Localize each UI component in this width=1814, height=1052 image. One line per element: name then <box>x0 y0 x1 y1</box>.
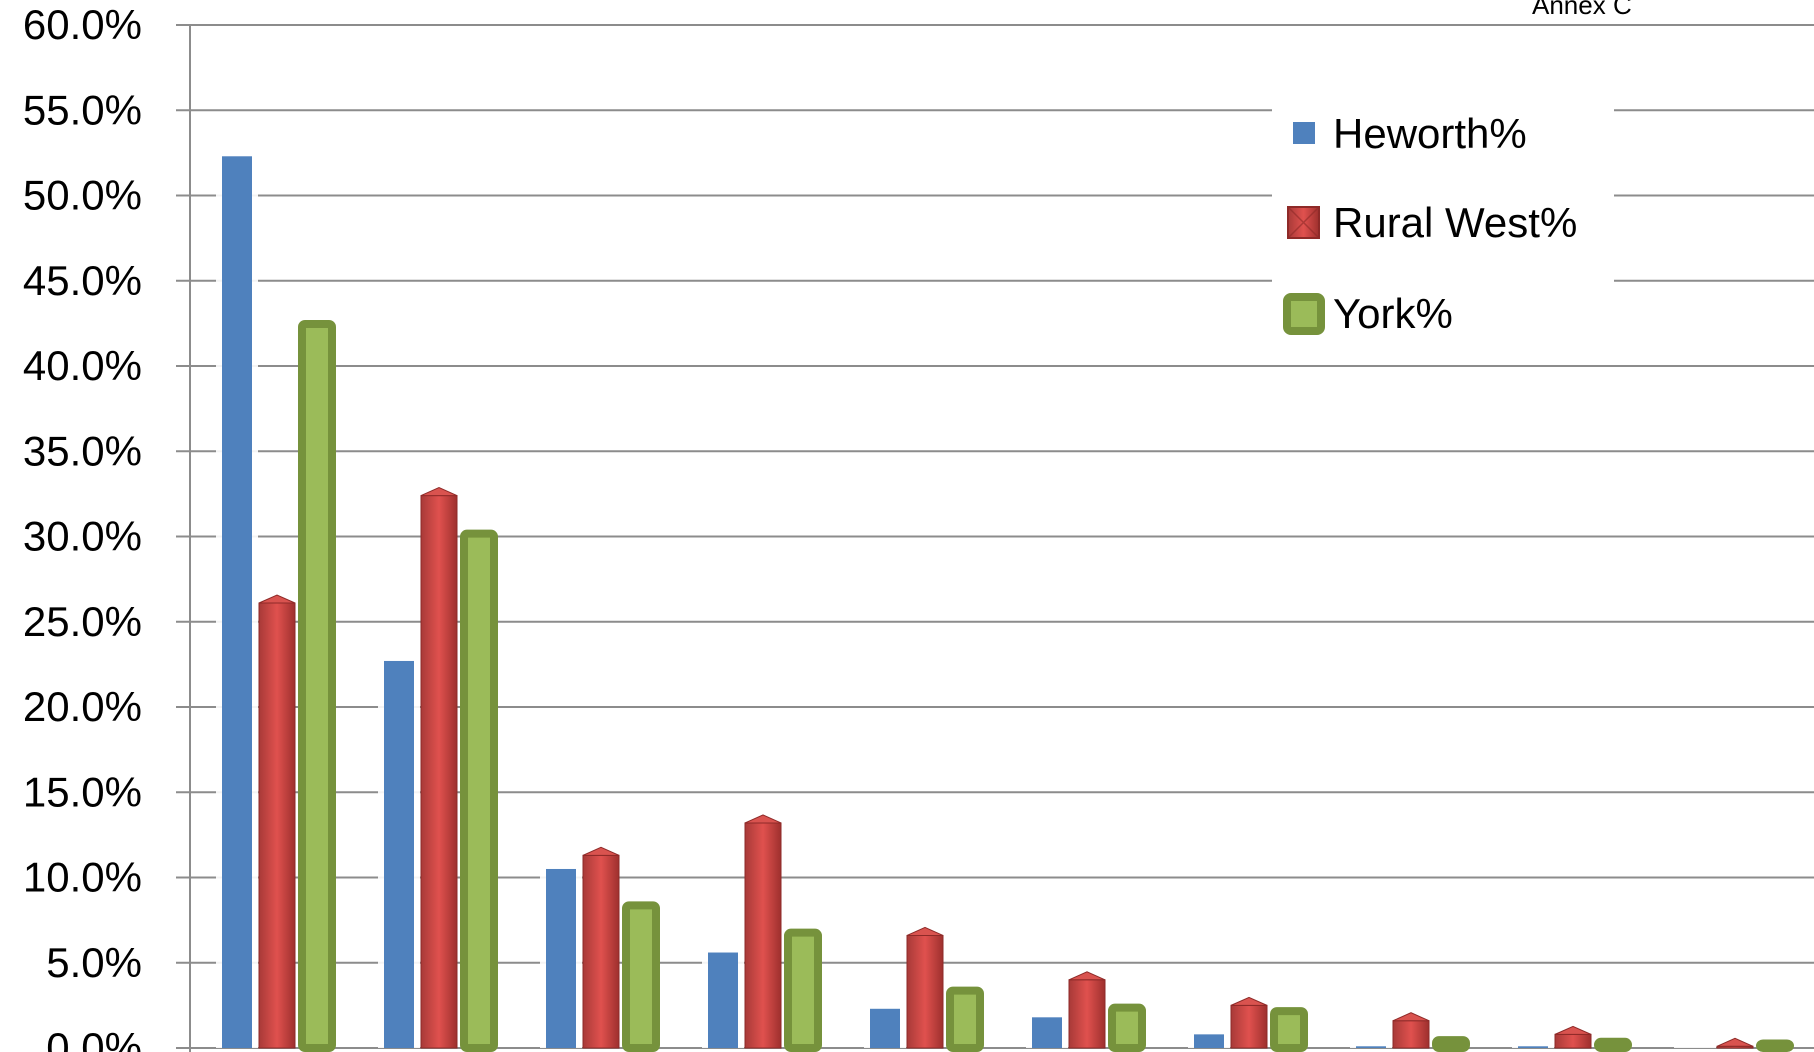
legend-item-3: York% <box>1283 290 1453 337</box>
y-tick-label: 60.0% <box>23 1 142 48</box>
bar-heworth-9 <box>1512 1042 1554 1048</box>
legend-label: Rural West% <box>1333 199 1577 246</box>
y-tick-label: 20.0% <box>23 683 142 730</box>
annex-label: Annex C <box>1532 0 1632 20</box>
y-tick-label: 30.0% <box>23 513 142 560</box>
bar-york-4 <box>784 928 822 1052</box>
bar-heworth-7 <box>1188 1030 1230 1048</box>
bar-rural-west-4 <box>744 814 782 1049</box>
legend-swatch <box>1283 293 1325 335</box>
bar-heworth-2 <box>378 656 420 1048</box>
legend: Heworth% Rural West% York% <box>1272 100 1614 352</box>
bar-heworth-3 <box>540 864 582 1048</box>
bar-york-8 <box>1432 1036 1470 1052</box>
bar-rural-west-2 <box>420 487 458 1049</box>
bar-york-3 <box>622 901 660 1052</box>
legend-item-1: Heworth% <box>1293 110 1527 157</box>
bar-york-5 <box>946 986 984 1052</box>
bar-rural-west-7 <box>1230 996 1268 1049</box>
bar-york-10 <box>1756 1039 1794 1052</box>
bar-rural-west-5 <box>906 926 944 1049</box>
y-tick-label: 5.0% <box>46 939 142 986</box>
y-tick-label: 50.0% <box>23 172 142 219</box>
bar-rural-west-10 <box>1716 1037 1754 1049</box>
bar-york-1 <box>298 319 336 1052</box>
y-tick-label: 15.0% <box>23 768 142 815</box>
y-tick-label: 0.0% <box>46 1024 142 1052</box>
bar-york-6 <box>1108 1003 1146 1052</box>
bar-heworth-4 <box>702 948 744 1048</box>
legend-swatch <box>1293 122 1315 144</box>
bar-rural-west-3 <box>582 846 620 1049</box>
bar-heworth-5 <box>864 1004 906 1048</box>
y-tick-label: 55.0% <box>23 86 142 133</box>
bar-york-7 <box>1270 1007 1308 1052</box>
bar-york-2 <box>460 529 498 1052</box>
bar-heworth-1 <box>216 152 258 1048</box>
legend-item-2: Rural West% <box>1287 199 1577 246</box>
bar-rural-west-1 <box>258 594 296 1049</box>
bar-york-9 <box>1594 1037 1632 1052</box>
legend-label: Heworth% <box>1333 110 1527 157</box>
bar-rural-west-8 <box>1392 1012 1430 1049</box>
y-tick-label: 10.0% <box>23 854 142 901</box>
bars <box>216 152 1794 1052</box>
bar-rural-west-9 <box>1554 1025 1592 1049</box>
y-tick-label: 35.0% <box>23 427 142 474</box>
y-tick-label: 45.0% <box>23 257 142 304</box>
bar-heworth-8 <box>1350 1042 1392 1048</box>
y-tick-label: 25.0% <box>23 598 142 645</box>
y-tick-labels: 0.0% 5.0% 10.0% 15.0% 20.0% 25.0% 30.0% 35.0% 40… <box>23 1 142 1052</box>
bar-heworth-10 <box>1674 1044 1716 1048</box>
legend-label: York% <box>1333 290 1453 337</box>
bar-rural-west-6 <box>1068 971 1106 1049</box>
bar-heworth-6 <box>1026 1013 1068 1048</box>
y-tick-label: 40.0% <box>23 342 142 389</box>
